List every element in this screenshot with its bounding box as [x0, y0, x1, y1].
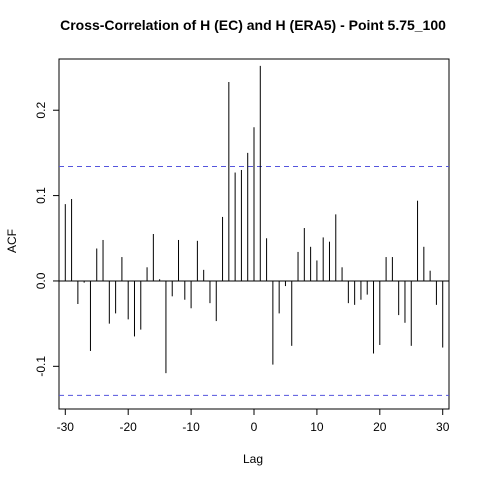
x-tick-label: 0: [251, 420, 258, 434]
y-tick-label: -0.1: [34, 356, 48, 377]
x-tick-label: -30: [57, 420, 75, 434]
x-tick-label: 30: [436, 420, 450, 434]
x-axis-label: Lag: [243, 452, 263, 466]
y-axis-label: ACF: [5, 229, 19, 253]
y-tick-label: 0.0: [34, 272, 48, 289]
x-axis: -30 -20 -10 0 10 20 30: [57, 409, 450, 434]
x-tick-label: -10: [182, 420, 200, 434]
y-axis: -0.1 0.0 0.1 0.2: [34, 102, 59, 377]
chart-title: Cross-Correlation of H (EC) and H (ERA5)…: [60, 17, 446, 33]
y-tick-label: 0.2: [34, 102, 48, 119]
x-tick-label: 10: [310, 420, 324, 434]
x-tick-label: 20: [373, 420, 387, 434]
x-tick-label: -20: [120, 420, 138, 434]
y-tick-label: 0.1: [34, 187, 48, 204]
chart-marks: [59, 65, 449, 396]
